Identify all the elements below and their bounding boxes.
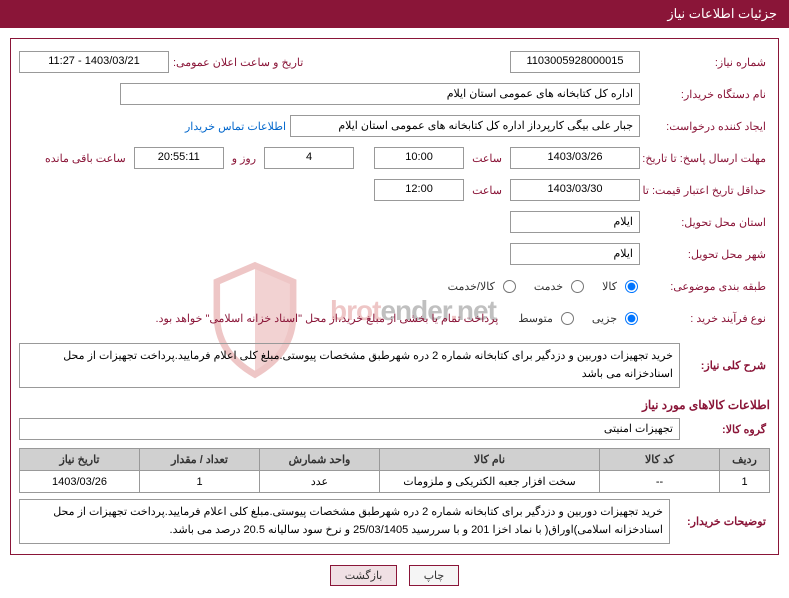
th-unit: واحد شمارش [260,449,380,471]
buyer-notes-label: توضیحات خریدار: [670,515,770,528]
cell-code: -- [600,471,720,493]
remaining-suffix: ساعت باقی مانده [37,152,134,165]
goods-group-label: گروه کالا: [680,423,770,436]
purchase-radio-medium[interactable] [561,312,574,325]
buyer-notes-value: خرید تجهیزات دوربین و دزدگیر برای کتابخا… [19,499,670,544]
price-validity-time: 12:00 [374,179,464,201]
panel-header: جزئیات اطلاعات نیاز [0,0,789,28]
back-button[interactable]: بازگشت [330,565,398,586]
category-radio-both[interactable] [503,280,516,293]
category-opt-2: کالا/خدمت [448,280,495,293]
price-validity-label: حداقل تاریخ اعتبار قیمت: تا تاریخ: [640,184,770,197]
items-section-title: اطلاعات کالاهای مورد نیاز [19,394,770,416]
need-desc-label: شرح کلی نیاز: [680,359,770,372]
items-table: ردیف کد کالا نام کالا واحد شمارش تعداد /… [19,448,770,493]
button-bar: چاپ بازگشت [0,565,789,586]
delivery-prov-label: استان محل تحویل: [640,216,770,229]
form-panel: شماره نیاز: 1103005928000015 تاریخ و ساع… [10,38,779,555]
price-validity-time-label: ساعت [464,184,510,197]
th-code: کد کالا [600,449,720,471]
reply-time-label: ساعت [464,152,510,165]
cell-name: سخت افزار جعبه الکتریکی و ملزومات [380,471,600,493]
delivery-city-value: ایلام [510,243,640,265]
need-desc-value: خرید تجهیزات دوربین و دزدگیر برای کتابخا… [19,343,680,388]
requester-label: ایجاد کننده درخواست: [640,120,770,133]
purchase-radio-minor[interactable] [625,312,638,325]
th-row: ردیف [720,449,770,471]
buyer-org-label: نام دستگاه خریدار: [640,88,770,101]
th-name: نام کالا [380,449,600,471]
cell-row: 1 [720,471,770,493]
category-radio-service[interactable] [571,280,584,293]
announce-dt-value: 1403/03/21 - 11:27 [19,51,169,73]
print-button[interactable]: چاپ [409,565,460,586]
announce-dt-label: تاریخ و ساعت اعلان عمومی: [169,56,307,69]
cell-unit: عدد [260,471,380,493]
purchase-opt-1: متوسط [518,312,553,325]
purchase-note: پرداخت تمام یا بخشی از مبلغ خرید،از محل … [156,312,499,325]
category-label: طبقه بندی موضوعی: [640,280,770,293]
purchase-opt-0: جزیی [592,312,617,325]
purchase-type-radios: جزیی متوسط [506,312,640,325]
purchase-type-label: نوع فرآیند خرید : [640,312,770,325]
category-radios: کالا خدمت کالا/خدمت [436,280,640,293]
reply-deadline-time: 10:00 [374,147,464,169]
th-date: تاریخ نیاز [20,449,140,471]
reply-deadline-label: مهلت ارسال پاسخ: تا تاریخ: [640,152,770,165]
goods-group-value: تجهیزات امنیتی [19,418,680,440]
buyer-contact-link[interactable]: اطلاعات تماس خریدار [181,120,290,133]
delivery-prov-value: ایلام [510,211,640,233]
delivery-city-label: شهر محل تحویل: [640,248,770,261]
buyer-org-value: اداره کل کتابخانه های عمومی استان ایلام [120,83,640,105]
requester-value: جبار علی بیگی کارپرداز اداره کل کتابخانه… [290,115,640,137]
category-opt-0: کالا [602,280,617,293]
table-row: 1 -- سخت افزار جعبه الکتریکی و ملزومات ع… [20,471,770,493]
need-no-value: 1103005928000015 [510,51,640,73]
table-header-row: ردیف کد کالا نام کالا واحد شمارش تعداد /… [20,449,770,471]
th-qty: تعداد / مقدار [140,449,260,471]
category-opt-1: خدمت [534,280,563,293]
reply-deadline-date: 1403/03/26 [510,147,640,169]
cell-qty: 1 [140,471,260,493]
remaining-days-label: روز و [224,152,264,165]
price-validity-date: 1403/03/30 [510,179,640,201]
remaining-days: 4 [264,147,354,169]
need-no-label: شماره نیاز: [640,56,770,69]
cell-date: 1403/03/26 [20,471,140,493]
remaining-time: 20:55:11 [134,147,224,169]
category-radio-goods[interactable] [625,280,638,293]
